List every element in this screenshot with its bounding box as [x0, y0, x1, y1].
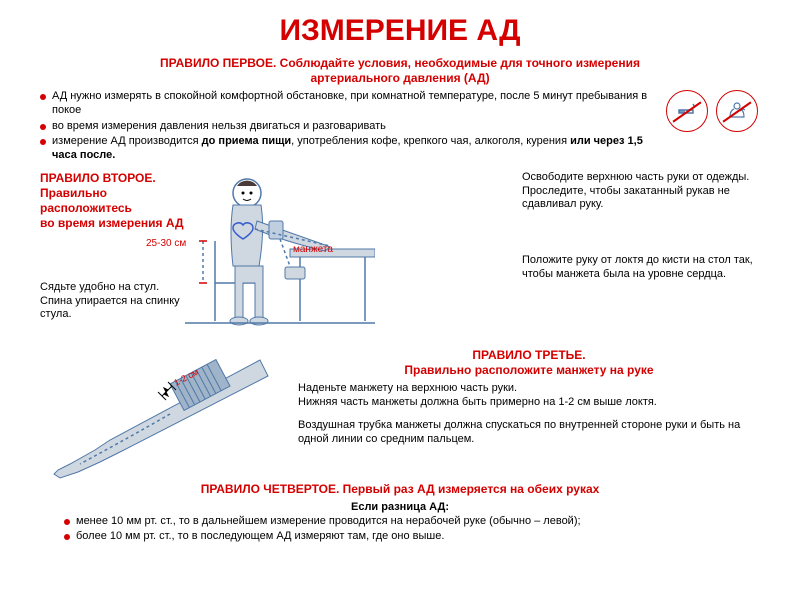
rule3-section: 1-2 см ПРАВИЛО ТРЕТЬЕ. Правильно располо…	[40, 348, 760, 482]
rule1-bullet: измерение АД производится до приема пищи…	[40, 135, 654, 163]
rule4-section: ПРАВИЛО ЧЕТВЕРТОЕ. Первый раз АД измеряе…	[40, 482, 760, 544]
arm-cuff-icon: 1-2 см	[50, 352, 280, 482]
rule3-text1: Наденьте манжету на верхнюю часть руки.	[298, 382, 760, 396]
rule3-heading-line1: ПРАВИЛО ТРЕТЬЕ.	[472, 348, 585, 362]
rule4-bullet: более 10 мм рт. ст., то в последующем АД…	[64, 530, 760, 544]
chair-back-dimension: 25-30 см	[146, 238, 186, 249]
no-eating-icon	[716, 90, 758, 132]
rule2-left-text: Сядьте удобно на стул. Спина упирается н…	[40, 281, 185, 322]
rule1-heading-line2: артериального давления (АД)	[310, 71, 489, 85]
rule3-heading-line2: Правильно расположите манжету на руке	[404, 363, 653, 377]
rule1-section: ПРАВИЛО ПЕРВОЕ. Соблюдайте условия, необ…	[40, 56, 760, 165]
rule1-bullet: во время измерения давления нельзя двига…	[40, 120, 654, 134]
rule1-bullet: АД нужно измерять в спокойной комфортной…	[40, 90, 654, 118]
seated-person-icon	[185, 171, 375, 346]
rule2-right-col: Освободите верхнюю часть руки от одежды.…	[522, 171, 760, 346]
rule4-bullet: менее 10 мм рт. ст., то в дальнейшем изм…	[64, 515, 760, 529]
main-title: ИЗМЕРЕНИЕ АД	[40, 14, 760, 48]
rule2-text2: Положите руку от локтя до кисти на стол …	[522, 254, 760, 282]
rule4-note: Если разница АД:	[40, 501, 760, 515]
rule3-heading: ПРАВИЛО ТРЕТЬЕ. Правильно расположите ма…	[298, 348, 760, 378]
rule2-heading-line2: Правильно расположитесь	[40, 186, 132, 215]
rule4-bullet-list: менее 10 мм рт. ст., то в дальнейшем изм…	[64, 515, 760, 545]
rule1-icons	[664, 90, 760, 132]
rule1-heading: ПРАВИЛО ПЕРВОЕ. Соблюдайте условия, необ…	[40, 56, 760, 86]
rule2-heading-line1: ПРАВИЛО ВТОРОЕ.	[40, 171, 156, 185]
rule1-heading-line1: ПРАВИЛО ПЕРВОЕ. Соблюдайте условия, необ…	[160, 56, 640, 70]
rule1-bullet-list: АД нужно измерять в спокойной комфортной…	[40, 90, 654, 165]
no-smoking-icon	[666, 90, 708, 132]
rule2-heading-line3: во время измерения АД	[40, 216, 184, 230]
bold-text: или через 1,5 часа после.	[52, 135, 643, 161]
rule2-heading: ПРАВИЛО ВТОРОЕ. Правильно расположитесь …	[40, 171, 185, 231]
rule3-text3: Воздушная трубка манжеты должна спускать…	[298, 419, 760, 447]
rule2-section: ПРАВИЛО ВТОРОЕ. Правильно расположитесь …	[40, 171, 760, 346]
rule3-text2: Нижняя часть манжеты должна быть примерн…	[298, 396, 760, 410]
rule2-text1: Освободите верхнюю часть руки от одежды.…	[522, 171, 760, 212]
rule4-heading: ПРАВИЛО ЧЕТВЕРТОЕ. Первый раз АД измеряе…	[40, 482, 760, 497]
bold-text: до приема пищи	[202, 135, 291, 147]
cuff-label: манжета	[293, 244, 333, 255]
